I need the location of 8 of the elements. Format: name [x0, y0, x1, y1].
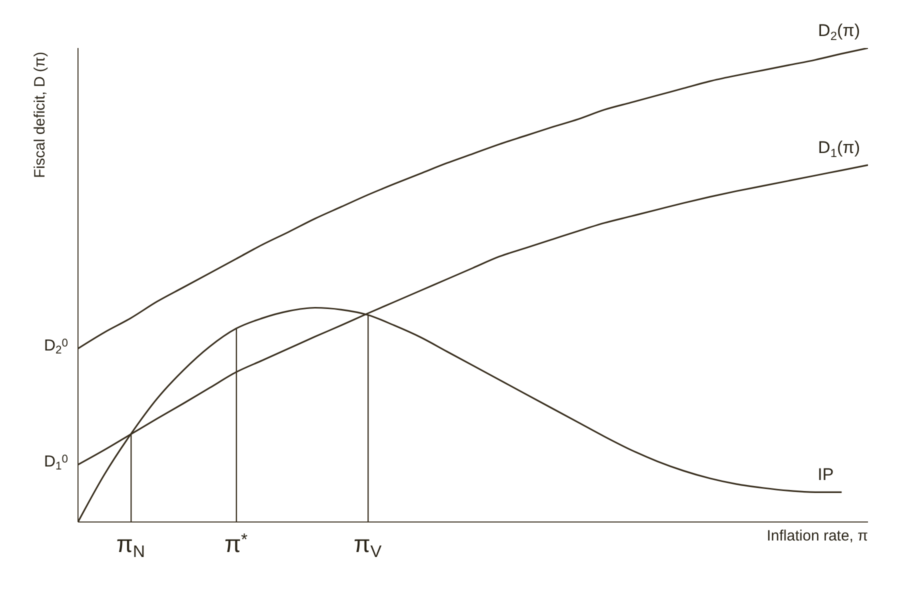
x-axis-title: Inflation rate, π — [766, 528, 868, 545]
y-axis-title: Fiscal deficit, D (π) — [32, 52, 49, 178]
x-tick-label: π$^{*}$ — [224, 530, 248, 558]
series-label: IP — [818, 465, 834, 484]
x-tick-label: π$_{N}$ — [116, 531, 146, 562]
series-label: D$_{1}$(π) — [818, 138, 860, 160]
series-label: D$_{2}$(π) — [818, 21, 860, 43]
x-tick-label: π$_{V}$ — [354, 531, 382, 562]
